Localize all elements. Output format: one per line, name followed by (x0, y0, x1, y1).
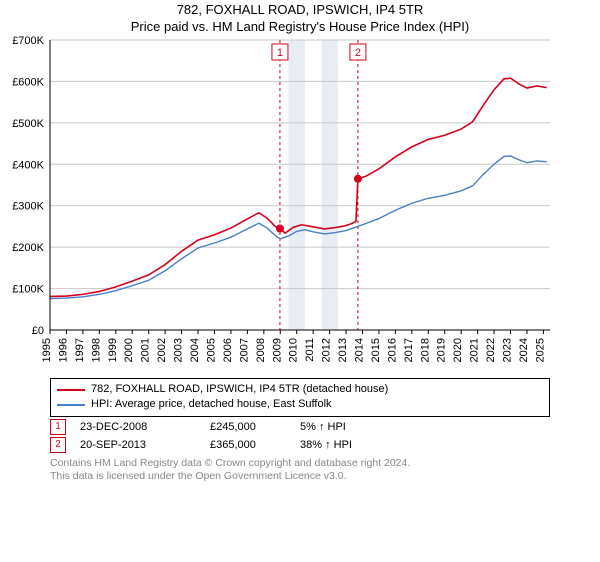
svg-text:1995: 1995 (41, 338, 53, 362)
svg-text:£200K: £200K (12, 242, 44, 254)
svg-text:2025: 2025 (534, 338, 546, 362)
sale-date-1: 23-DEC-2008 (80, 421, 210, 433)
sale-price-1: £245,000 (210, 421, 300, 433)
svg-text:1998: 1998 (90, 338, 102, 362)
svg-text:£500K: £500K (12, 118, 44, 130)
legend: 782, FOXHALL ROAD, IPSWICH, IP4 5TR (det… (50, 378, 550, 417)
svg-text:£0: £0 (32, 325, 44, 337)
svg-text:2001: 2001 (140, 338, 152, 362)
svg-text:2020: 2020 (452, 338, 464, 362)
svg-text:2005: 2005 (205, 338, 217, 362)
svg-text:2023: 2023 (502, 338, 514, 362)
svg-text:2009: 2009 (271, 338, 283, 362)
svg-text:2013: 2013 (337, 338, 349, 362)
svg-text:2006: 2006 (222, 338, 234, 362)
svg-text:1: 1 (277, 47, 283, 59)
title-sub: Price paid vs. HM Land Registry's House … (0, 19, 600, 34)
svg-text:2019: 2019 (436, 338, 448, 362)
attribution: Contains HM Land Registry data © Crown c… (50, 457, 550, 484)
svg-text:2011: 2011 (304, 338, 316, 362)
svg-text:£100K: £100K (12, 284, 44, 296)
svg-text:1999: 1999 (107, 338, 119, 362)
legend-label-a: 782, FOXHALL ROAD, IPSWICH, IP4 5TR (det… (91, 382, 388, 397)
price-chart: £0 £100K £200K £300K £400K £500K £600K £700K 199… (0, 34, 600, 374)
legend-swatch-a (57, 389, 85, 391)
svg-text:£600K: £600K (12, 76, 44, 88)
sale-price-2: £365,000 (210, 439, 300, 451)
svg-text:2015: 2015 (370, 338, 382, 362)
svg-text:£300K: £300K (12, 201, 44, 213)
svg-text:2024: 2024 (518, 338, 530, 362)
svg-text:2003: 2003 (173, 338, 185, 362)
svg-text:2017: 2017 (403, 338, 415, 362)
svg-text:2007: 2007 (238, 338, 250, 362)
svg-text:1997: 1997 (74, 338, 86, 362)
sale-marker-1: 1 (50, 419, 66, 435)
svg-text:2018: 2018 (419, 338, 431, 362)
svg-text:2016: 2016 (386, 338, 398, 362)
svg-text:2004: 2004 (189, 338, 201, 362)
sale-delta-1: 5% ↑ HPI (300, 421, 346, 433)
sale-row-2: 2 20-SEP-2013 £365,000 38% ↑ HPI (50, 437, 550, 453)
svg-text:2008: 2008 (255, 338, 267, 362)
sale-delta-2: 38% ↑ HPI (300, 439, 352, 451)
sale-date-2: 20-SEP-2013 (80, 439, 210, 451)
svg-text:2000: 2000 (123, 338, 135, 362)
svg-text:2022: 2022 (485, 338, 497, 362)
svg-text:1996: 1996 (57, 338, 69, 362)
sale-marker-2: 2 (50, 437, 66, 453)
title-address: 782, FOXHALL ROAD, IPSWICH, IP4 5TR (0, 2, 600, 17)
svg-text:2012: 2012 (321, 338, 333, 362)
svg-text:2: 2 (355, 47, 361, 59)
svg-text:2002: 2002 (156, 338, 168, 362)
svg-text:2010: 2010 (288, 338, 300, 362)
legend-swatch-b (57, 404, 85, 406)
attribution-line2: This data is licensed under the Open Gov… (50, 470, 550, 484)
legend-label-b: HPI: Average price, detached house, East… (91, 397, 332, 412)
svg-text:£400K: £400K (12, 159, 44, 171)
svg-text:2021: 2021 (469, 338, 481, 362)
attribution-line1: Contains HM Land Registry data © Crown c… (50, 457, 550, 471)
svg-text:£700K: £700K (12, 35, 44, 47)
sale-row-1: 1 23-DEC-2008 £245,000 5% ↑ HPI (50, 419, 550, 435)
svg-text:2014: 2014 (354, 338, 366, 362)
